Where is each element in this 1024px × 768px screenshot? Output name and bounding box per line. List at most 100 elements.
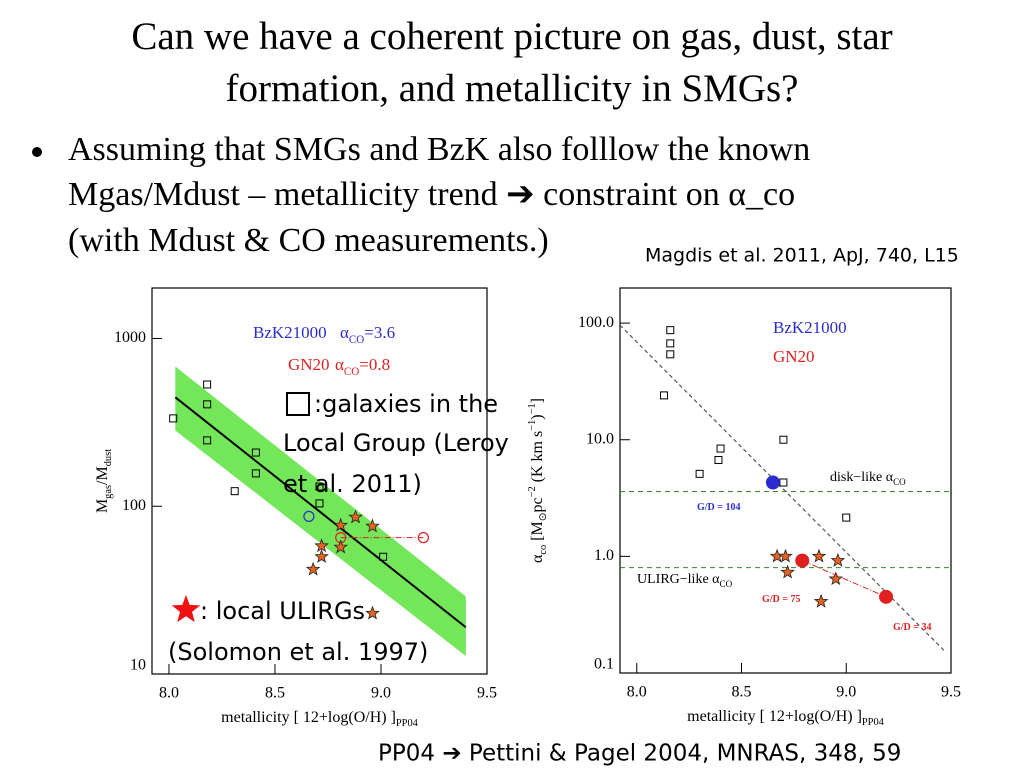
chart: 0.1 1.0 10.0 100.0 8.0 8.5 9.0 9.5 metallicity [… [527, 287, 961, 728]
point [659, 391, 668, 400]
point [251, 469, 260, 478]
plot-frame [619, 287, 952, 674]
x-tick-label: 9.0 [836, 684, 856, 701]
overlay-text: :galaxies in the [314, 390, 498, 418]
point [811, 548, 827, 563]
point [842, 513, 851, 522]
label-part: −1 [527, 403, 538, 414]
label-part: CO [893, 477, 906, 487]
point [765, 475, 780, 490]
rich-label: αCO=3.6 [340, 323, 395, 346]
footer: PP04 ➔ Pettini & Pagel 2004, MNRAS, 348,… [378, 741, 901, 767]
y-tick-label: 100 [122, 497, 146, 514]
overlay-text: et al. 2011) [283, 470, 422, 498]
legend-label: BzK21000 [773, 318, 847, 337]
y-tick-label: 1000 [114, 329, 146, 346]
point [305, 561, 321, 576]
rich-label: G/D = 34 [893, 622, 931, 633]
title-line: Can we have a coherent picture on gas, d… [131, 15, 892, 58]
y-tick-label: 10.0 [586, 430, 614, 447]
label-part: PP04 [396, 718, 419, 729]
label-part: CO [344, 366, 359, 378]
label-part: metallicity [ 12+log(O/H) ] [687, 708, 862, 725]
plot-area [620, 324, 951, 652]
label-part: α [529, 554, 546, 563]
point [779, 435, 788, 444]
point [666, 350, 675, 359]
label-part: disk−like α [830, 470, 894, 485]
x-tick-label: 8.0 [627, 684, 647, 701]
point [303, 510, 315, 522]
point [779, 478, 788, 487]
rich-label: G/D = 104 [697, 502, 740, 513]
point [695, 469, 704, 478]
label-part: G/D = 104 [697, 502, 740, 513]
bullet-line: (with Mdust & CO measurements.) [68, 222, 549, 259]
x-tick-label: 9.0 [371, 685, 391, 702]
rich-label: ULIRG−like αCO [637, 572, 733, 589]
legend-label: BzK21000 [253, 323, 327, 342]
label-part: −2 [527, 486, 538, 497]
bullet-line: Mgas/Mdust – metallicity trend ➔ constra… [68, 176, 795, 213]
point [830, 552, 846, 567]
x-tick-label: 8.5 [732, 684, 752, 701]
y-tick-label: 1.0 [594, 547, 614, 564]
label-part: ) [529, 414, 546, 419]
point [365, 518, 380, 533]
y-tick-label: 10 [130, 657, 146, 674]
point [666, 326, 675, 335]
overlay-text: (Solomon et al. 1997) [168, 638, 428, 666]
point [314, 549, 329, 563]
label-part: G/D = 34 [893, 622, 931, 633]
point [778, 548, 793, 563]
y-tick-label: 100.0 [578, 314, 614, 331]
point [333, 517, 349, 532]
label-part: α [340, 323, 349, 342]
label-part: G/D = 75 [762, 594, 800, 605]
point [714, 456, 723, 465]
label-part: M [94, 499, 111, 513]
label-part: ⊙ [538, 513, 549, 522]
fit-line [174, 396, 467, 629]
overlay-text: : local ULIRGs [200, 597, 365, 625]
point [203, 380, 212, 389]
point [251, 448, 260, 457]
label-part: metallicity [ 12+log(O/H) ] [221, 709, 396, 726]
x-tick-label: 8.5 [265, 685, 285, 702]
point [348, 509, 363, 524]
label-part: CO [720, 579, 733, 589]
bullet-line: Assuming that SMGs and BzK also folllow … [68, 131, 810, 168]
point [795, 553, 810, 568]
overlay-text: Local Group (Leroy [283, 429, 509, 457]
rich-label: αco [M⊙pc−2 (K km s−1)−1] [527, 398, 549, 563]
label-part: pc [529, 497, 546, 512]
connector [802, 560, 887, 598]
point [365, 605, 380, 620]
charts: 10 100 1000 8.0 8.5 9.0 9.5 metallicity [ 12+lo… [94, 287, 961, 729]
x-tick-label: 8.0 [159, 685, 179, 702]
point [315, 499, 324, 508]
legend-label: GN20 [288, 355, 330, 374]
label-part: (K km s [529, 431, 546, 487]
label-part: co [538, 545, 549, 555]
label-part: =3.6 [364, 323, 395, 342]
point [828, 571, 844, 586]
point [716, 444, 725, 453]
point [379, 552, 388, 561]
point [879, 589, 894, 604]
title-line: formation, and metallicity in SMGs? [226, 67, 799, 110]
rich-label: disk−like αCO [830, 470, 906, 487]
square-symbol [286, 392, 310, 416]
label-part: /M [94, 466, 111, 485]
bullet-dot [32, 147, 42, 157]
label-part: −1 [527, 420, 538, 431]
point [666, 339, 675, 348]
rich-label: G/D = 75 [762, 594, 800, 605]
label-part: α [335, 355, 344, 374]
point [333, 539, 349, 554]
rich-label: Mgas/Mdust [94, 449, 114, 513]
rich-label: metallicity [ 12+log(O/H) ]PP04 [687, 708, 885, 728]
label-part: ] [529, 398, 546, 403]
